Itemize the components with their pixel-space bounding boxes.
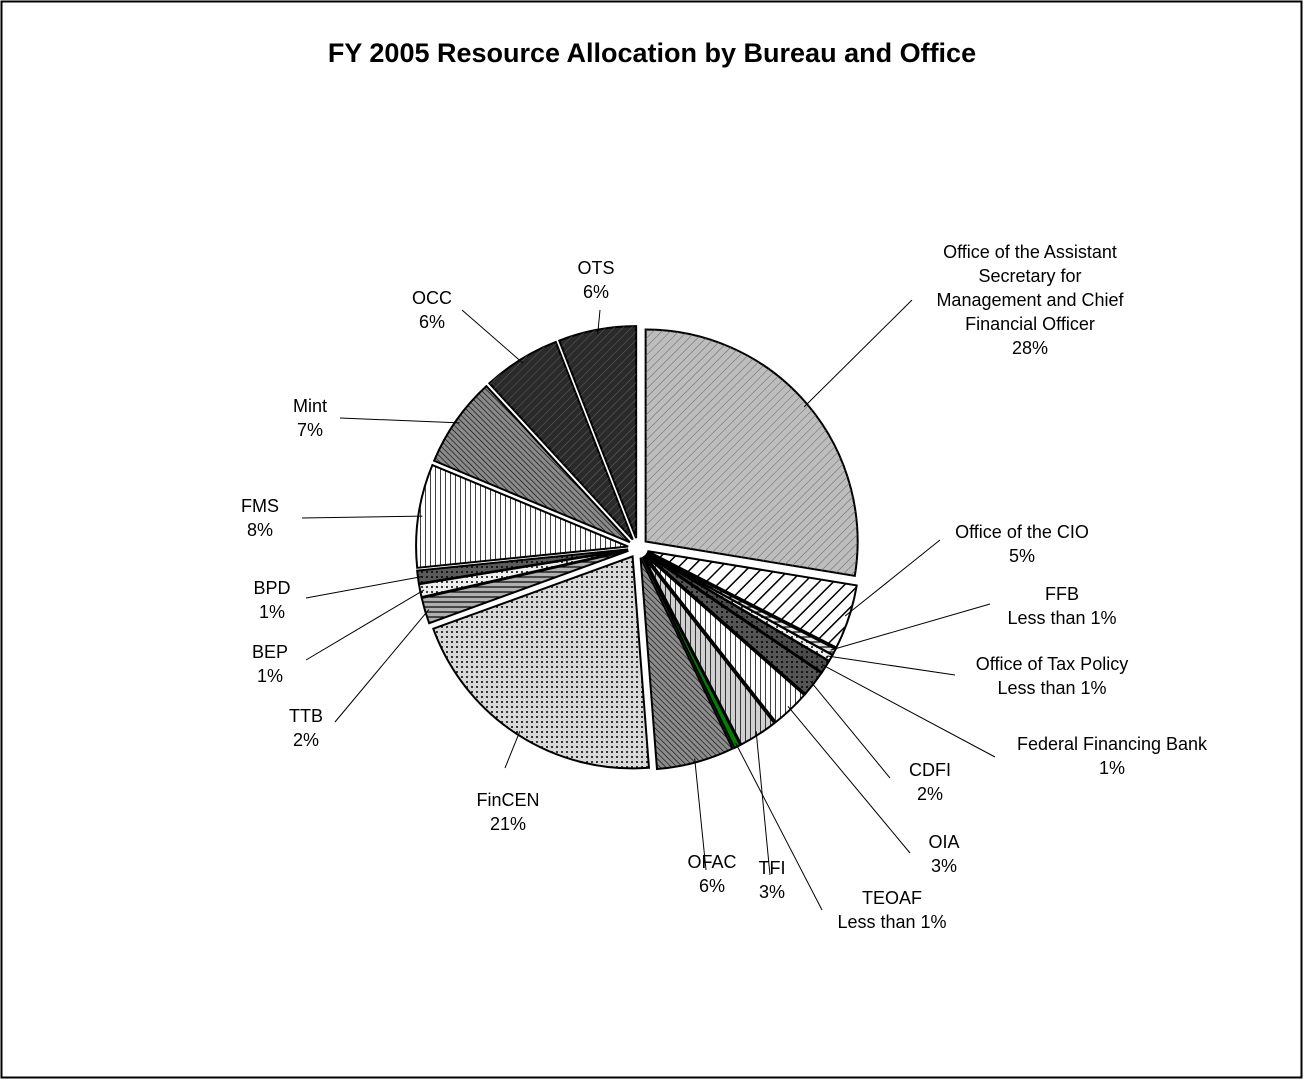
leader-line bbox=[810, 680, 891, 779]
leader-line bbox=[694, 758, 707, 871]
slice-name: CDFI bbox=[909, 760, 951, 780]
slice-value: 7% bbox=[296, 420, 324, 440]
leader-line bbox=[844, 539, 941, 617]
slice-label: OFAC 6% bbox=[687, 850, 736, 898]
leader-line bbox=[597, 309, 601, 334]
slice-value: 1% bbox=[1098, 758, 1126, 778]
leader-line bbox=[301, 515, 423, 519]
slice-name: BPD bbox=[253, 578, 291, 598]
slice-label: Federal Financing Bank 1% bbox=[1017, 732, 1207, 780]
leader-line bbox=[461, 309, 524, 364]
leader-line bbox=[305, 576, 422, 599]
slice-value: Less than 1% bbox=[997, 678, 1107, 698]
leader-line bbox=[735, 742, 823, 911]
slice-label: Office of the Assistant Secretary for Ma… bbox=[928, 240, 1133, 360]
leader-line bbox=[334, 609, 430, 723]
slice-value: Less than 1% bbox=[1007, 608, 1117, 628]
slice-name: Office of the Assistant Secretary for Ma… bbox=[936, 242, 1124, 334]
slice-label: BEP 1% bbox=[252, 640, 288, 688]
slice-label: BPD 1% bbox=[253, 576, 290, 624]
leader-line bbox=[305, 589, 425, 661]
leader-line bbox=[339, 417, 460, 424]
slice-name: Federal Financing Bank bbox=[1016, 734, 1208, 754]
slice-value: 3% bbox=[930, 856, 958, 876]
slice-value: 8% bbox=[246, 520, 273, 540]
slice-value: 3% bbox=[758, 882, 785, 902]
slice-name: OIA bbox=[928, 832, 960, 852]
slice-value: 1% bbox=[258, 602, 286, 622]
slice-name: OTS bbox=[577, 258, 615, 278]
slice-label: TTB 2% bbox=[289, 704, 323, 752]
leader-line bbox=[504, 731, 521, 769]
slice-label: Mint 7% bbox=[293, 394, 327, 442]
leader-line bbox=[830, 603, 991, 651]
slice-label: Office of Tax Policy Less than 1% bbox=[976, 652, 1128, 700]
slice-value: 21% bbox=[489, 814, 527, 834]
leader-line bbox=[827, 655, 956, 676]
slice-value: 1% bbox=[256, 666, 283, 686]
slice-name: Office of Tax Policy bbox=[975, 654, 1129, 674]
slice-label: FMS 8% bbox=[241, 494, 279, 542]
slice-name: OCC bbox=[412, 288, 452, 308]
slice-name: FMS bbox=[241, 496, 279, 516]
slice-label: Office of the CIO 5% bbox=[955, 520, 1089, 568]
slice-name: TTB bbox=[289, 706, 323, 726]
slice-name: FinCEN bbox=[476, 790, 540, 810]
slice-value: 5% bbox=[1008, 546, 1036, 566]
slice-value: 28% bbox=[1011, 338, 1049, 358]
slice-label: OCC 6% bbox=[412, 286, 452, 334]
slice-value: 6% bbox=[698, 876, 726, 896]
leader-line bbox=[803, 299, 913, 408]
slice-name: Mint bbox=[292, 396, 328, 416]
slice-label: TEOAF Less than 1% bbox=[837, 886, 946, 934]
leader-line bbox=[821, 664, 996, 758]
slice-name: TFI bbox=[758, 858, 786, 878]
slice-name: FFB bbox=[1044, 584, 1079, 604]
slice-value: Less than 1% bbox=[837, 912, 947, 932]
slice-name: Office of the CIO bbox=[955, 522, 1089, 542]
slice-label: TFI 3% bbox=[759, 856, 786, 904]
slice-label: OTS 6% bbox=[577, 256, 614, 304]
slice-value: 6% bbox=[582, 282, 610, 302]
slice-value: 2% bbox=[916, 784, 943, 804]
slice-label: OIA 3% bbox=[928, 830, 959, 878]
slice-value: 6% bbox=[418, 312, 445, 332]
slice-value: 2% bbox=[292, 730, 319, 750]
slice-name: OFAC bbox=[687, 852, 737, 872]
slice-label: FinCEN 21% bbox=[476, 788, 539, 836]
chart-title: FY 2005 Resource Allocation by Bureau an… bbox=[328, 38, 976, 68]
leader-line bbox=[755, 731, 771, 876]
slice-label: FFB Less than 1% bbox=[1007, 582, 1116, 630]
slice-name: BEP bbox=[251, 642, 289, 662]
leader-line bbox=[787, 705, 911, 854]
slice-label: CDFI 2% bbox=[909, 758, 951, 806]
slice-name: TEOAF bbox=[861, 888, 923, 908]
